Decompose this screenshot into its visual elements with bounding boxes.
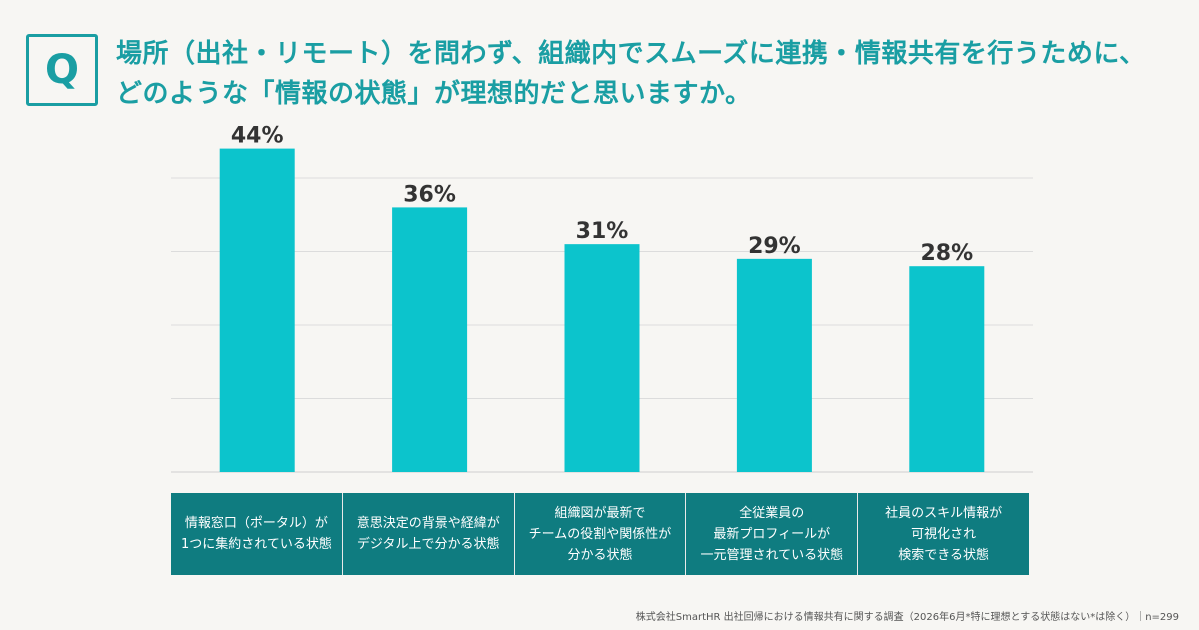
category-label: 社員のスキル情報が 可視化され 検索できる状態 bbox=[858, 493, 1029, 575]
bar bbox=[736, 258, 812, 472]
category-label: 組織図が最新で チームの役割や関係性が 分かる状態 bbox=[514, 493, 687, 575]
bar bbox=[909, 266, 985, 472]
category-label: 情報窓口（ポータル）が 1つに集約されている状態 bbox=[171, 493, 343, 575]
bar-value-label: 44% bbox=[231, 124, 284, 149]
bar-value-label: 28% bbox=[920, 241, 973, 266]
bar bbox=[219, 148, 295, 472]
bar-value-label: 31% bbox=[576, 219, 629, 244]
footnote: 株式会社SmartHR 出社回帰における情報共有に関する調査（2026年6月*特… bbox=[635, 612, 1179, 623]
category-labels-row: 情報窓口（ポータル）が 1つに集約されている状態 意思決定の背景や経緯が デジタル… bbox=[171, 493, 1029, 575]
question-badge: Q bbox=[26, 34, 98, 106]
category-label: 意思決定の背景や経緯が デジタル上で分かる状態 bbox=[342, 493, 515, 575]
question-title: 場所（出社・リモート）を問わず、組織内でスムーズに連携・情報共有を行うために、 … bbox=[116, 34, 1186, 114]
question-badge-letter: Q bbox=[44, 47, 79, 93]
category-label: 全従業員の 最新プロフィールが 一元管理されている状態 bbox=[686, 493, 859, 575]
bar bbox=[392, 207, 468, 472]
bar-value-label: 36% bbox=[403, 182, 456, 207]
bar bbox=[564, 244, 640, 472]
question-title-line-1: 場所（出社・リモート）を問わず、組織内でスムーズに連携・情報共有を行うために、 bbox=[116, 39, 1146, 69]
bar-value-label: 29% bbox=[748, 234, 801, 259]
question-title-line-2: どのような「情報の状態」が理想的だと思いますか。 bbox=[116, 79, 752, 109]
